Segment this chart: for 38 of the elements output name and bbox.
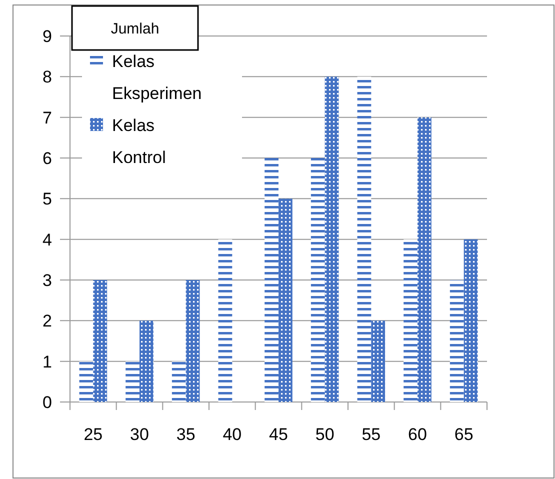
bar [186, 280, 200, 402]
x-tick-label: 60 [408, 425, 427, 444]
bar [464, 239, 478, 402]
bar [418, 117, 432, 402]
y-tick-label: 1 [42, 352, 52, 372]
bar [79, 361, 94, 402]
x-tick-label: 65 [454, 425, 474, 444]
x-tick-label: 40 [222, 425, 242, 444]
x-tick-label: 45 [269, 425, 288, 444]
x-tick-label: 30 [130, 425, 149, 444]
x-tick-label: 50 [315, 425, 334, 444]
bar [357, 76, 372, 402]
bar [93, 280, 108, 402]
y-tick-label: 9 [42, 26, 52, 46]
y-tick-label: 2 [42, 312, 52, 331]
bar [126, 361, 140, 402]
bar [140, 320, 154, 402]
y-tick-label: 3 [42, 270, 52, 290]
bar [450, 280, 464, 402]
legend-label: Kelas Kontrol [112, 116, 166, 167]
bar [310, 158, 325, 402]
y-tick-label: 4 [42, 230, 52, 250]
y-axis-title: Jumlah [110, 20, 160, 38]
y-tick-label: 5 [42, 190, 52, 209]
bar [324, 76, 339, 402]
bar [278, 198, 292, 402]
x-tick-label: 25 [84, 425, 103, 444]
x-tick-label: 55 [362, 425, 381, 444]
legend-label: Kelas Eksperimen [112, 52, 202, 103]
bar [264, 158, 278, 402]
y-tick-label: 7 [42, 108, 52, 128]
x-tick-label: 35 [176, 425, 196, 444]
y-tick-label: 6 [42, 148, 52, 168]
y-tick-label: 8 [42, 68, 52, 87]
bar [371, 320, 386, 402]
bar [404, 239, 418, 402]
y-tick-label: 0 [42, 392, 52, 412]
bar [172, 361, 186, 402]
